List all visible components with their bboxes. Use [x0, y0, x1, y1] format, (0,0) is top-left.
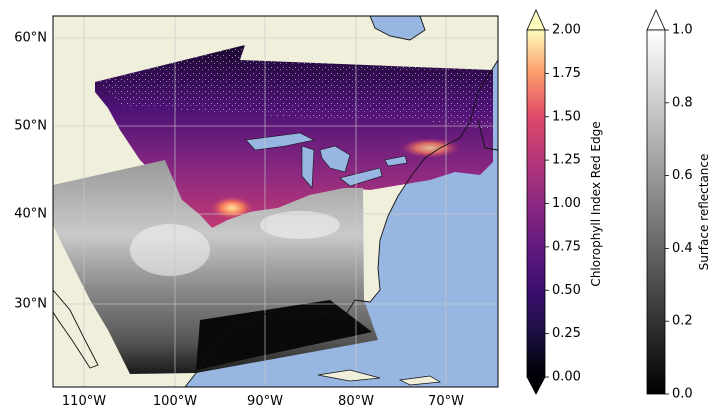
colorbar-tick-label: 0.2: [672, 314, 693, 329]
map-panel: [52, 15, 499, 388]
colorbar-extend-min: [526, 376, 546, 395]
lat-label: 40°N: [14, 207, 47, 222]
gulf-dark-area: [196, 300, 372, 370]
colorbar-tick-label: 0.75: [552, 239, 581, 254]
colorbar-tick-label: 0.8: [672, 95, 693, 110]
colorbar-tick-label: 1.75: [552, 66, 581, 81]
chlorophyll-hotspot-east: [400, 138, 460, 158]
latitude-labels: 60°N 50°N 40°N 30°N: [14, 31, 47, 312]
coastlines: [53, 16, 498, 387]
great-lakes: [245, 132, 408, 189]
caribbean-islands: [317, 369, 442, 386]
cloud-patch: [130, 224, 210, 276]
colorbar-tick-label: 2.00: [552, 23, 581, 38]
lon-label: 90°W: [247, 394, 283, 409]
colorbar-tick-label: 1.50: [552, 109, 581, 124]
lon-label: 70°W: [428, 394, 464, 409]
colorbar-label: Surface reflectance: [697, 154, 711, 271]
longitude-labels: 110°W 100°W 90°W 80°W 70°W: [62, 394, 464, 409]
colorbar-tick-label: 0.4: [672, 241, 693, 256]
colorbar-gradient: [646, 29, 666, 395]
chlorophyll-speckle: [95, 45, 493, 130]
colorbar-tick-label: 0.00: [552, 370, 581, 385]
colorbar-chlorophyll: 0.00 0.25 0.50 0.75 1.00 1.25 1.50 1.75 2.00 Chl…: [526, 9, 603, 395]
colorbar-extend-max: [526, 9, 546, 31]
lat-label: 30°N: [14, 297, 47, 312]
cloud-patch: [260, 211, 340, 239]
colorbar-tick-label: 1.00: [552, 196, 581, 211]
colorbar-tick-label: 1.0: [672, 23, 693, 38]
colorbar-tick-label: 1.25: [552, 153, 581, 168]
hudson-bay: [370, 16, 425, 40]
colorbar-extend-max: [646, 9, 666, 31]
lat-label: 60°N: [14, 31, 47, 46]
gridlines: [53, 16, 498, 387]
colorbar-reflectance: 0.0 0.2 0.4 0.6 0.8 1.0 Surface reflectance: [646, 9, 711, 402]
lon-label: 80°W: [338, 394, 374, 409]
map-frame: [52, 15, 499, 388]
colorbar-label: Chlorophyll Index Red Edge: [589, 121, 603, 286]
land-baja: [53, 290, 98, 368]
colorbar-tick-label: 0.50: [552, 283, 581, 298]
colorbar-tick-label: 0.6: [672, 168, 693, 183]
colorbar-tick-label: 0.25: [552, 326, 581, 341]
colorbar-gradient: [526, 29, 546, 378]
lon-label: 110°W: [62, 394, 106, 409]
lat-label: 50°N: [14, 119, 47, 134]
colorbar-tick-label: 0.0: [672, 387, 693, 402]
lon-label: 100°W: [153, 394, 197, 409]
